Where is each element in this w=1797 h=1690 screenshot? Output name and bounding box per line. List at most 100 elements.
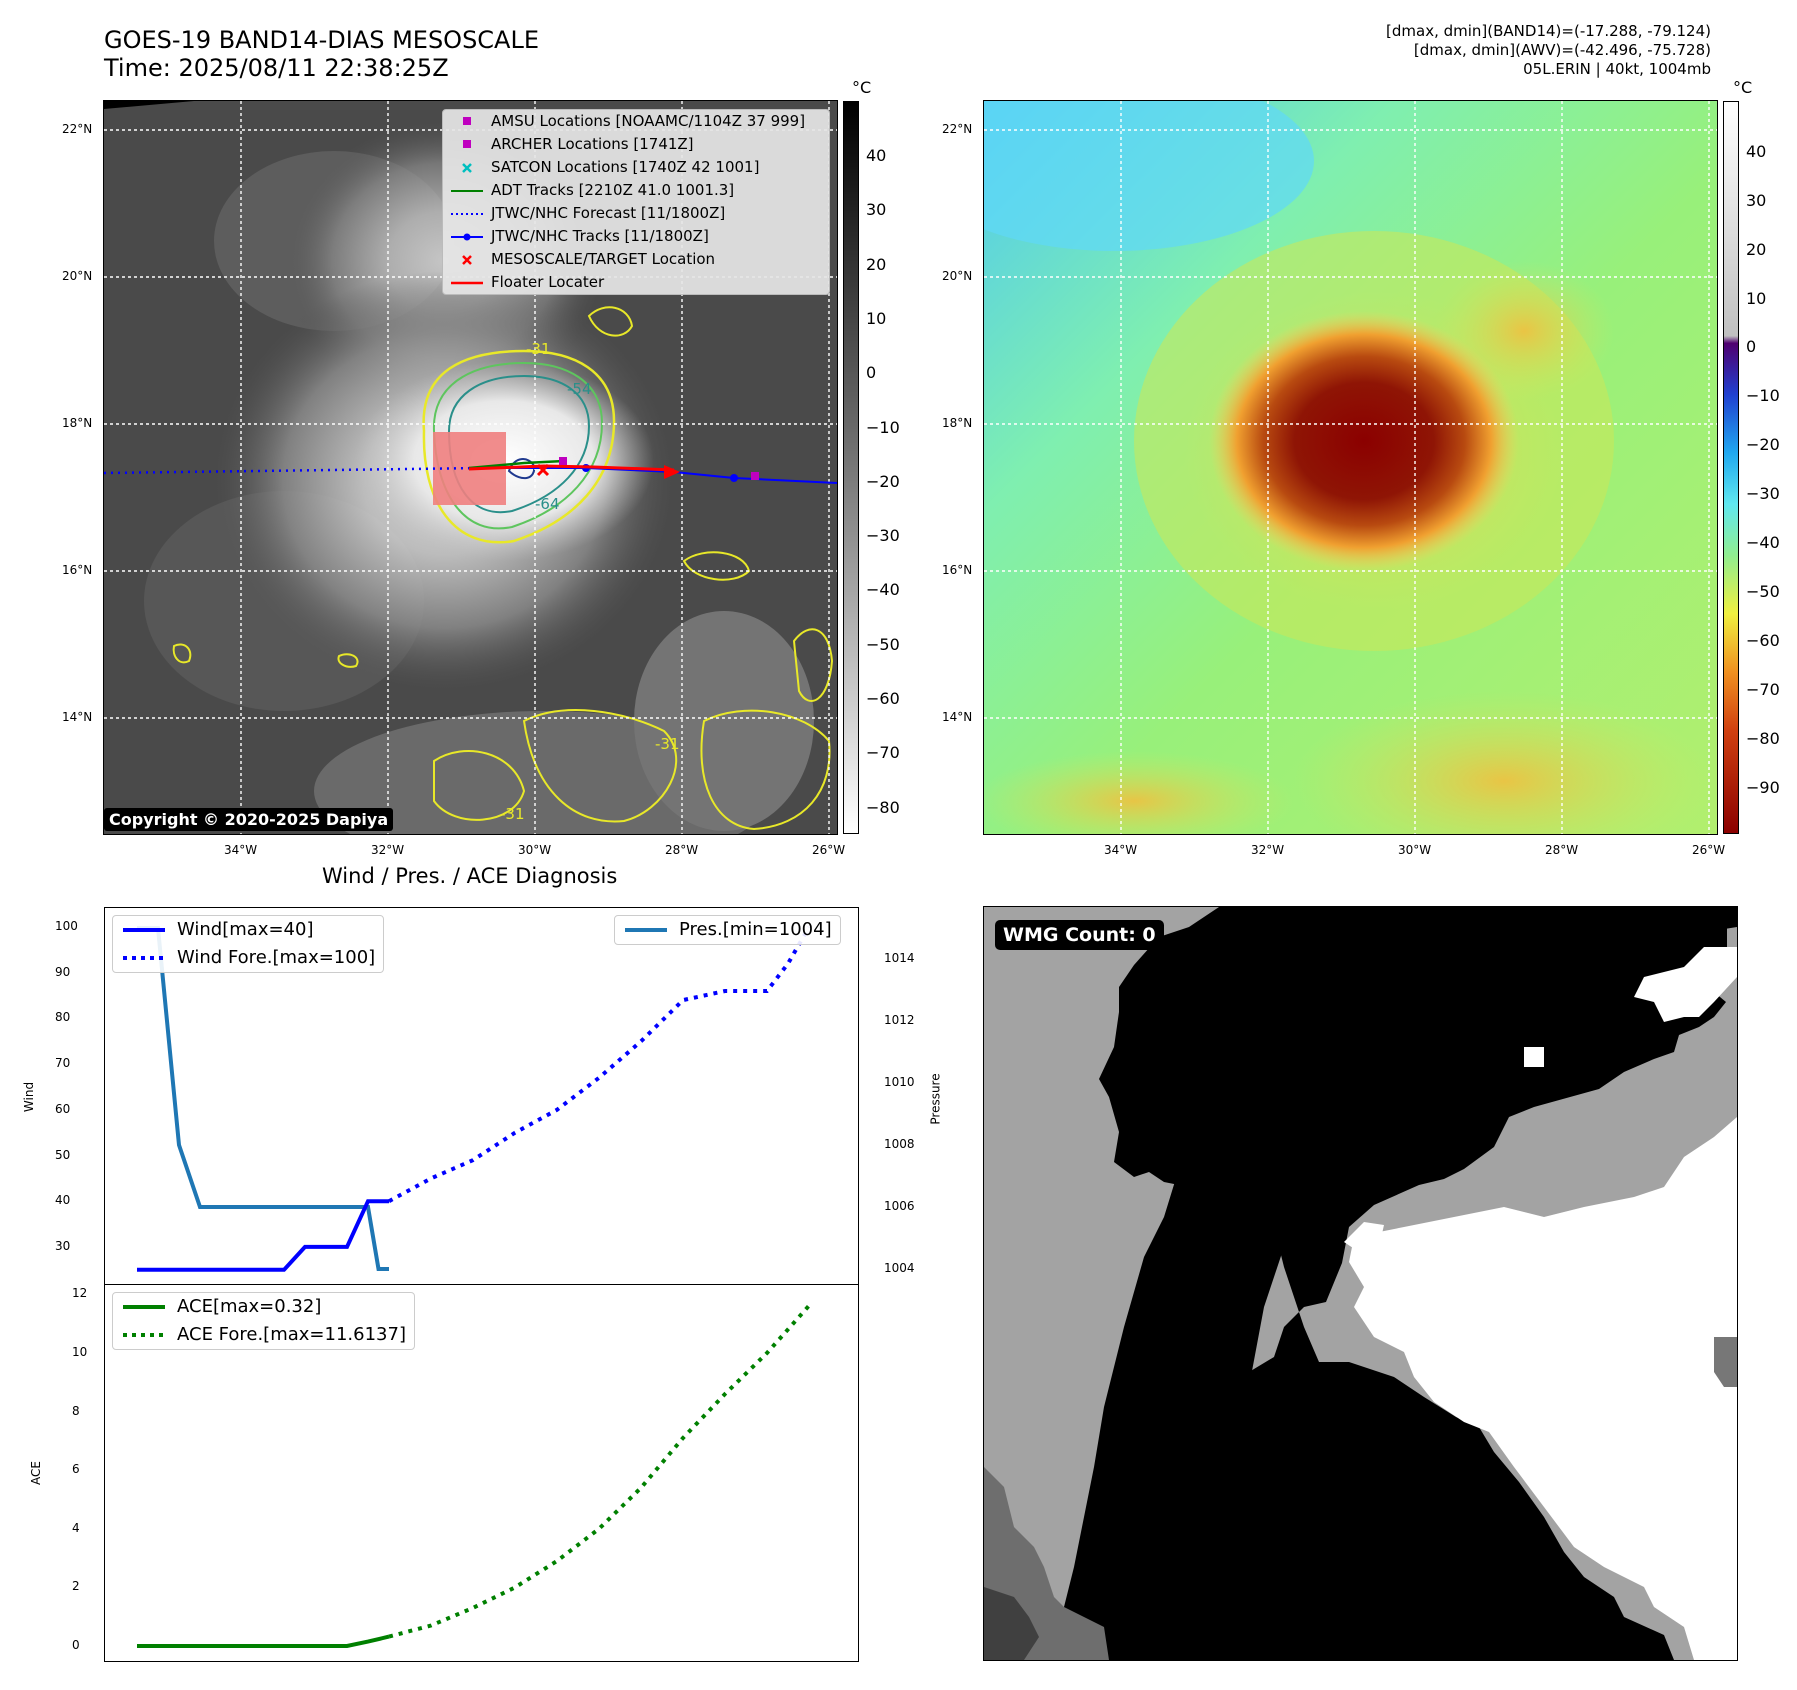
colorbar-tick: 30: [866, 200, 887, 220]
pressure-tick: 1010: [884, 1075, 915, 1089]
wind-tick: 80: [55, 1010, 71, 1025]
wind-pressure-plot: [137, 926, 811, 1272]
legend-item-ace: ACE[max=0.32]: [113, 1293, 414, 1321]
diagnosis-title: Wind / Pres. / ACE Diagnosis: [322, 864, 618, 888]
info-block: [dmax, dmin](BAND14)=(-17.288, -79.124) …: [1386, 22, 1711, 79]
legend-item-adt: ADT Tracks [2210Z 41.0 1001.3]: [443, 179, 829, 202]
lat-tick: 18°N: [942, 416, 973, 430]
wind-tick: 90: [55, 964, 71, 979]
ace-tick: 12: [72, 1286, 88, 1301]
wind-tick: 40: [55, 1193, 71, 1208]
colorbar-tick: −40: [1746, 533, 1780, 552]
colorbar-tick: 0: [866, 363, 877, 383]
legend-item-wind: Wind[max=40]: [113, 916, 383, 944]
colorbar-tick: −50: [1746, 582, 1780, 601]
wind-forecast-line: [388, 926, 811, 1203]
ace-forecast-line: [388, 1304, 811, 1639]
lon-tick: 28°W: [1545, 843, 1579, 857]
ir-colorbar-unit: °C: [852, 78, 872, 97]
ace-legend: ACE[max=0.32] ACE Fore.[max=11.6137]: [112, 1292, 415, 1350]
contour-label: -31: [500, 805, 525, 823]
lat-tick: 22°N: [942, 122, 973, 136]
colorbar-tick: −10: [866, 417, 900, 437]
ir-legend: AMSU Locations [NOAAMC/1104Z 37 999] ARC…: [442, 109, 830, 295]
line-marker-icon: [451, 190, 483, 192]
lat-tick: 16°N: [62, 563, 93, 577]
colorbar-tick: −70: [1746, 680, 1780, 699]
legend-item-jtwc-tracks: JTWC/NHC Tracks [11/1800Z]: [443, 225, 829, 248]
solid-line-icon: [123, 1305, 165, 1309]
pressure-tick: 1014: [884, 951, 915, 965]
colorbar-tick: −80: [866, 797, 900, 817]
ir-map-frame: [103, 100, 838, 835]
ace-tick: 2: [72, 1579, 80, 1594]
line-dot-icon: [451, 233, 483, 241]
lat-tick: 20°N: [62, 269, 93, 283]
colorbar-tick: −90: [1746, 778, 1780, 797]
awv-colorbar-unit: °C: [1733, 78, 1753, 97]
dotted-line-icon: [123, 1333, 165, 1337]
lat-tick: 16°N: [942, 563, 973, 577]
wind-tick: 60: [55, 1101, 71, 1116]
square-marker-icon: [463, 140, 471, 148]
ace-tick: 0: [72, 1638, 80, 1652]
colorbar-tick: −30: [1746, 484, 1780, 503]
ace-series-line: [137, 1634, 390, 1648]
ace-tick: 8: [72, 1403, 80, 1418]
legend-item-pressure: Pres.[min=1004]: [615, 916, 840, 944]
colorbar-tick: −10: [1746, 386, 1780, 405]
pressure-tick: 1008: [884, 1137, 915, 1151]
colorbar-tick: −30: [866, 526, 900, 546]
colorbar-tick: −40: [866, 580, 900, 600]
contour-label: -54: [567, 380, 592, 398]
lon-tick: 30°W: [1398, 843, 1432, 857]
colorbar-tick: 40: [866, 146, 887, 165]
legend-item-ace-forecast: ACE Fore.[max=11.6137]: [113, 1321, 414, 1349]
awv-colorbar: [1723, 101, 1739, 834]
wind-tick: 100: [55, 919, 78, 933]
lon-tick: 26°W: [1692, 843, 1726, 857]
legend-item-wind-forecast: Wind Fore.[max=100]: [113, 944, 383, 972]
lat-tick: 14°N: [942, 710, 973, 724]
colorbar-tick: −50: [866, 634, 900, 654]
colorbar-tick: 20: [1746, 240, 1767, 259]
lon-tick: 26°W: [812, 843, 846, 857]
wind-axis-label: Wind: [22, 1081, 37, 1113]
colorbar-tick: −20: [1746, 435, 1780, 454]
solid-line-icon: [123, 928, 165, 932]
colorbar-tick: 20: [866, 254, 887, 274]
ace-axis-label: ACE: [28, 1461, 43, 1485]
colorbar-tick: 10: [866, 308, 887, 328]
colorbar-tick: 30: [1746, 191, 1767, 210]
colorbar-tick: 40: [1746, 142, 1767, 161]
legend-item-target: MESOSCALE/TARGET Location: [443, 248, 829, 271]
lat-tick: 14°N: [62, 710, 93, 724]
ace-tick: 10: [72, 1345, 88, 1359]
wind-tick: 50: [55, 1147, 71, 1162]
wmg-map-frame: [983, 906, 1738, 1661]
info-line-2: [dmax, dmin](AWV)=(-42.496, -75.728): [1413, 41, 1711, 59]
title-line-2: Time: 2025/08/11 22:38:25Z: [104, 54, 449, 82]
colorbar-tick: −60: [1746, 631, 1780, 650]
pressure-tick: 1004: [884, 1261, 915, 1275]
copyright-badge: Copyright © 2020-2025 Dapiya: [104, 808, 394, 831]
wind-series-line: [137, 1199, 389, 1272]
lon-tick: 28°W: [665, 843, 699, 857]
ir-colorbar: [843, 101, 859, 834]
awv-map-frame: [983, 100, 1718, 835]
lon-tick: 32°W: [1251, 843, 1285, 857]
colorbar-tick: −60: [866, 689, 900, 708]
wind-tick: 70: [55, 1056, 71, 1071]
colorbar-tick: −70: [866, 743, 900, 763]
pressure-axis-label: Pressure: [928, 1073, 943, 1125]
contour-label: -31: [655, 735, 680, 753]
lon-tick: 34°W: [1104, 843, 1138, 857]
solid-line-icon: [625, 928, 667, 932]
square-marker-icon: [463, 117, 471, 125]
colorbar-tick: 0: [1746, 337, 1757, 356]
colorbar-tick: 10: [1746, 289, 1767, 308]
legend-item-jtwc-forecast: JTWC/NHC Forecast [11/1800Z]: [443, 202, 829, 225]
title-line-1: GOES-19 BAND14-DIAS MESOSCALE: [104, 26, 540, 54]
legend-item-floater: Floater Locater: [443, 271, 829, 294]
legend-item-satcon: SATCON Locations [1740Z 42 1001]: [443, 156, 829, 179]
